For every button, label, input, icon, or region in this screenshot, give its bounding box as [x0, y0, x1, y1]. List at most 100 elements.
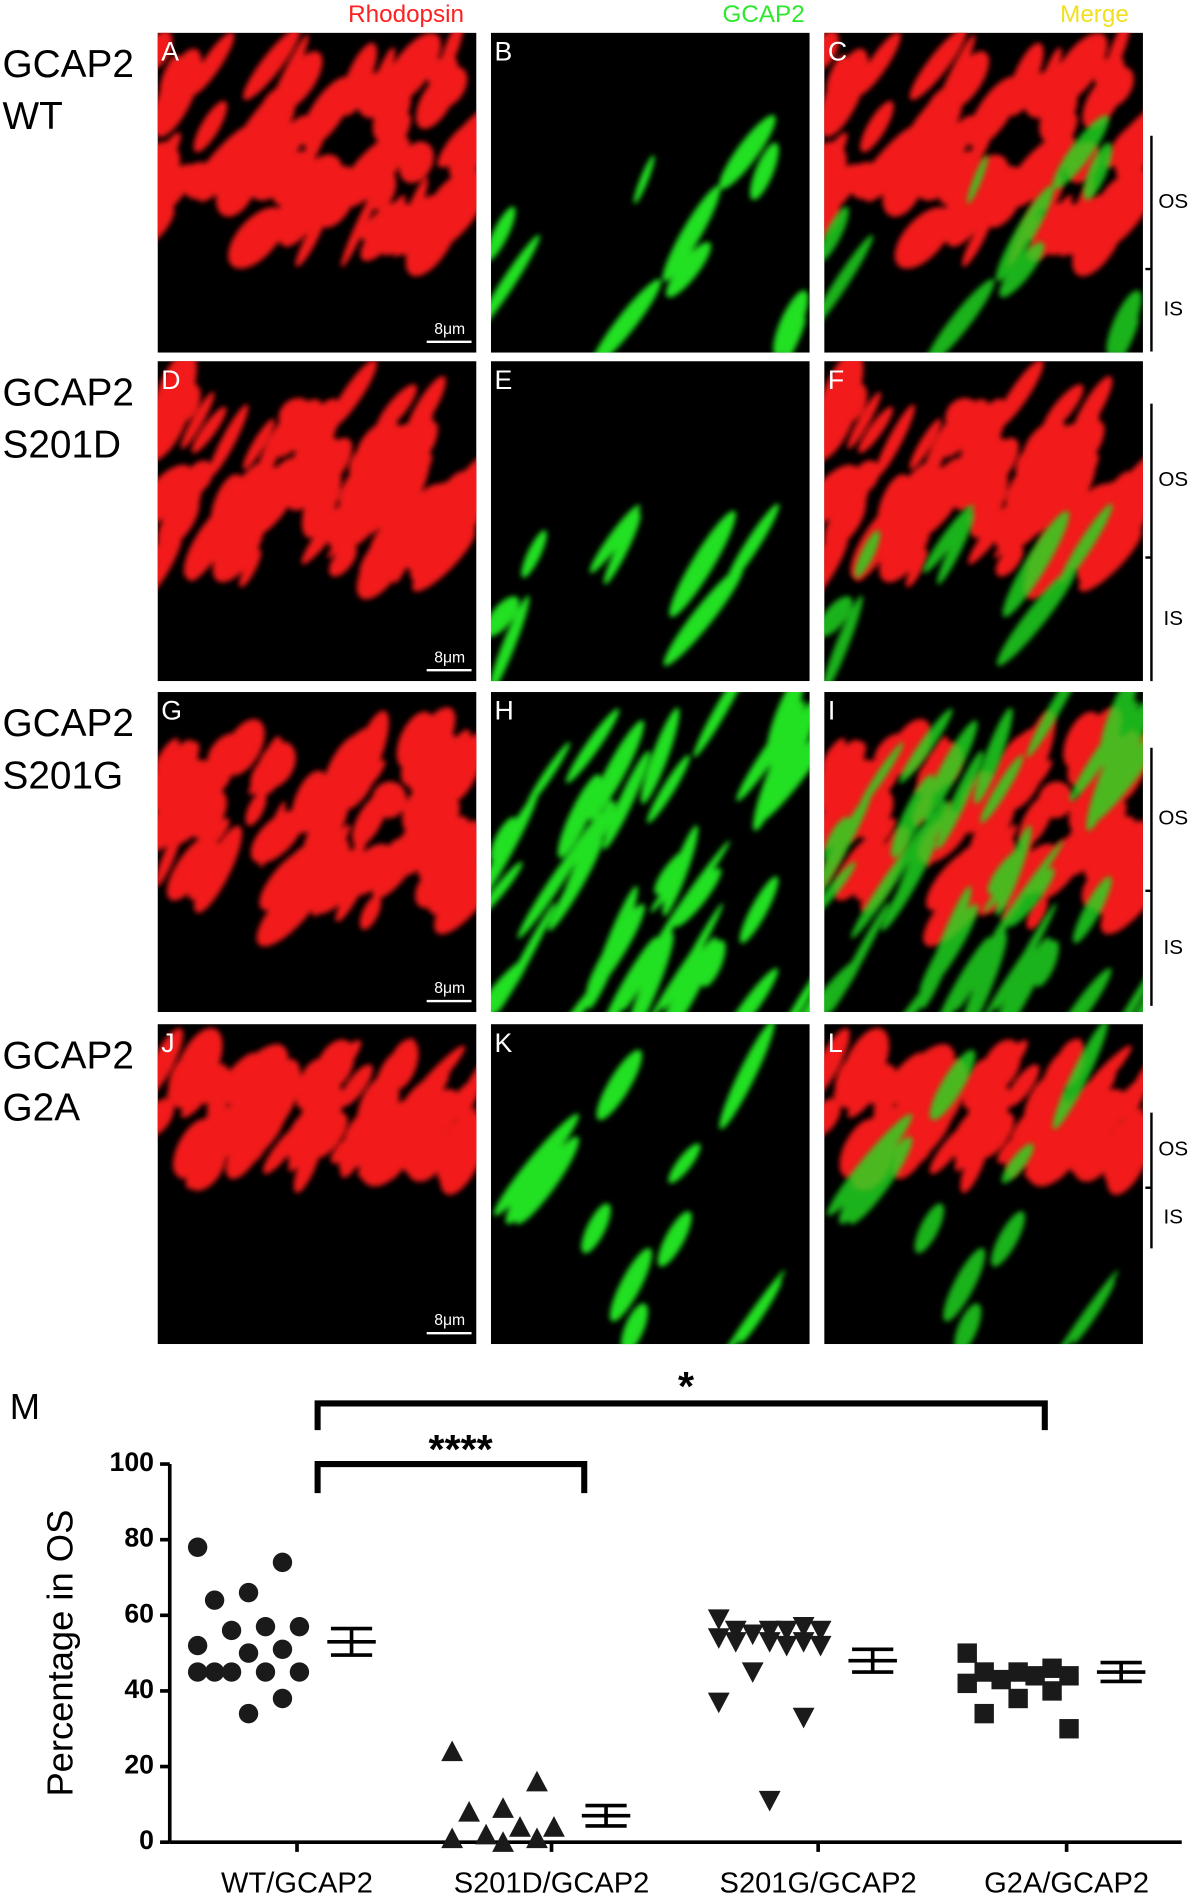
error-bar — [852, 1647, 894, 1674]
signal-blob — [526, 742, 571, 808]
data-point — [809, 1635, 832, 1657]
significance-label: **** — [429, 1426, 493, 1472]
signal-blob — [183, 755, 234, 806]
signal — [157, 1028, 477, 1195]
signal — [824, 115, 1142, 353]
zone-label: OS — [1158, 190, 1188, 213]
signal-blob — [1071, 376, 1113, 441]
signal-blob — [856, 32, 901, 96]
signal-blob — [1002, 510, 1070, 618]
data-point — [441, 1740, 464, 1762]
signal-blob — [226, 1044, 287, 1107]
signal-blob — [1105, 32, 1131, 78]
signal-blob — [840, 1028, 890, 1102]
row-label: GCAP2 — [3, 702, 134, 745]
signal-blob — [283, 436, 339, 505]
signal-blob — [1109, 170, 1143, 235]
signal-blob — [357, 114, 412, 190]
panel-letter: G — [161, 696, 182, 726]
significance-bracket — [314, 1400, 1048, 1431]
signal — [157, 361, 477, 601]
signal-blob — [936, 750, 984, 850]
data-point — [792, 1707, 815, 1729]
signal-blob — [858, 406, 894, 454]
signal-blob — [824, 595, 863, 682]
data-point — [1025, 1666, 1045, 1686]
signal-blob — [1001, 478, 1041, 562]
data-point — [543, 1816, 565, 1837]
data-point — [775, 1635, 798, 1657]
signal-blob — [157, 141, 181, 189]
signal-blob — [923, 504, 974, 574]
signal-blob — [824, 141, 847, 189]
data-point — [204, 1590, 225, 1610]
data-point — [707, 1628, 730, 1649]
signal-blob — [255, 487, 290, 530]
signal-blob — [416, 521, 460, 566]
signal-blob — [1100, 692, 1138, 758]
signal-blob — [157, 464, 193, 525]
signal-blob — [405, 452, 433, 487]
signal-blob — [228, 207, 286, 269]
signal-blob — [239, 549, 262, 588]
zone-label: OS — [1158, 807, 1188, 830]
zone-label: OS — [1158, 468, 1188, 491]
signal-blob — [824, 749, 865, 813]
signal-blob — [335, 865, 369, 922]
panel-letter: F — [828, 365, 844, 395]
data-point — [204, 1662, 225, 1682]
signal-blob — [1078, 527, 1142, 592]
signal-blob — [490, 596, 520, 637]
data-point — [775, 1620, 798, 1642]
signal-blob — [157, 535, 182, 601]
signal-blob — [1114, 317, 1139, 353]
panel-label: M — [10, 1386, 40, 1427]
signal-blob — [1112, 701, 1143, 776]
signal-blob — [656, 937, 718, 1012]
signal-blob — [447, 450, 477, 504]
signal-blob — [666, 241, 712, 298]
signal-blob — [919, 903, 979, 996]
micrograph — [157, 32, 477, 353]
signal-blob — [770, 725, 794, 772]
data-point — [441, 1827, 464, 1849]
signal-blob — [773, 290, 809, 353]
signal-blob — [1028, 451, 1075, 535]
signal-blob — [621, 1303, 649, 1345]
data-point — [1008, 1662, 1028, 1682]
zone-label: OS — [1158, 1138, 1188, 1161]
row-label: S201G — [3, 754, 124, 797]
row-label: GCAP2 — [3, 1034, 134, 1077]
data-point — [809, 1620, 832, 1642]
signal-blob — [824, 1098, 841, 1137]
y-tick-label: 0 — [139, 1825, 154, 1855]
data-point — [492, 1797, 514, 1818]
signal-blob — [438, 32, 464, 78]
signal-blob — [1052, 1024, 1109, 1130]
signal-blob — [188, 499, 245, 582]
signal — [824, 361, 1143, 601]
signal-blob — [847, 391, 881, 449]
signal-blob — [191, 406, 227, 454]
signal-blob — [851, 834, 922, 939]
signal-blob — [157, 1098, 175, 1137]
signal-blob — [198, 154, 246, 202]
signal — [490, 503, 780, 682]
data-point — [509, 1816, 531, 1837]
signal-blob — [1052, 968, 1112, 1012]
signal-blob — [360, 203, 411, 262]
data-point — [741, 1624, 764, 1646]
data-point — [1008, 1688, 1028, 1709]
signal-blob — [899, 708, 953, 784]
signal-blob — [601, 936, 658, 1012]
zone-label: IS — [1164, 1205, 1183, 1228]
signal-blob — [440, 869, 477, 929]
signal-blob — [586, 801, 616, 861]
signal-blob — [208, 404, 249, 478]
signal-blob — [662, 185, 721, 282]
data-point — [758, 1790, 781, 1812]
signal-blob — [624, 932, 674, 1012]
signal-blob — [853, 126, 915, 197]
micrograph — [490, 692, 810, 1012]
signal-blob — [640, 707, 680, 804]
